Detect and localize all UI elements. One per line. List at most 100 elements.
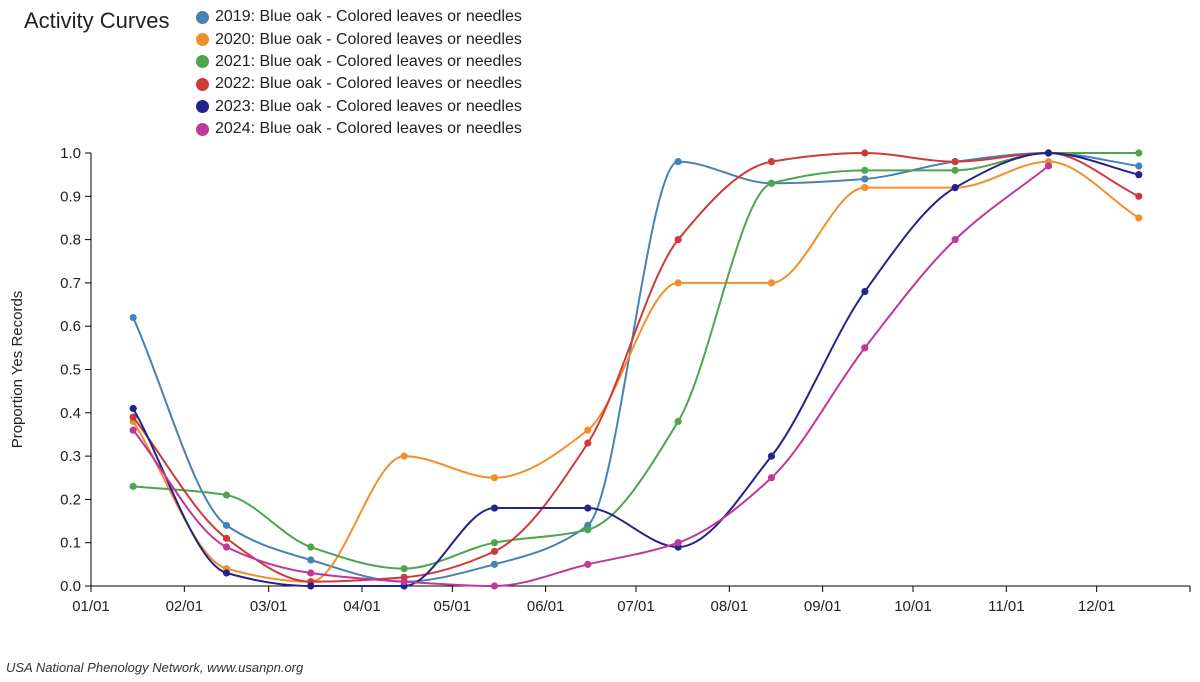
legend-swatch <box>196 10 209 24</box>
x-tick-label: 11/01 <box>988 598 1024 615</box>
series-line <box>132 151 1140 588</box>
y-axis-label: Proportion Yes Records <box>9 291 26 449</box>
x-tick-label: 04/01 <box>343 598 381 615</box>
legend-label: 2024: Blue oak - Colored leaves or needl… <box>215 120 522 138</box>
data-point <box>674 417 682 426</box>
x-tick-label: 06/01 <box>527 598 565 615</box>
data-point <box>951 166 959 174</box>
data-point <box>767 279 776 287</box>
data-point <box>307 569 315 577</box>
y-tick-label: 0.2 <box>60 491 81 508</box>
series-6 <box>129 162 1053 590</box>
series-line <box>133 151 1139 570</box>
x-tick-label: 12/01 <box>1078 598 1116 615</box>
data-point <box>861 287 869 296</box>
data-point <box>584 426 592 434</box>
x-tick-label: 03/01 <box>250 598 288 615</box>
data-point <box>222 491 231 499</box>
legend-item: 2024: Blue oak - Colored leaves or needl… <box>196 118 522 140</box>
data-point <box>584 560 592 568</box>
x-tick-label: 09/01 <box>804 598 842 615</box>
data-point <box>674 158 682 166</box>
data-point <box>674 236 682 244</box>
series-line <box>132 160 1140 583</box>
legend-label: 2022: Blue oak - Colored leaves or needl… <box>215 75 522 93</box>
legend-item: 2020: Blue oak - Colored leaves or needl… <box>196 28 522 50</box>
data-point <box>584 504 592 512</box>
legend-swatch <box>196 100 209 114</box>
data-point <box>490 582 499 590</box>
data-point <box>222 534 231 542</box>
legend-label: 2021: Blue oak - Colored leaves or needl… <box>215 52 522 70</box>
data-point <box>307 582 315 590</box>
data-point <box>490 547 499 555</box>
data-point <box>222 569 231 577</box>
data-point <box>1135 171 1143 179</box>
data-point <box>490 474 499 482</box>
data-point <box>129 313 137 322</box>
y-tick-label: 0.8 <box>60 232 81 249</box>
x-tick-label: 02/01 <box>166 598 204 615</box>
legend-swatch <box>196 77 209 91</box>
data-point <box>222 521 231 529</box>
x-tick-label: 01/01 <box>72 598 110 615</box>
series-line <box>132 165 1050 588</box>
x-tick-label: 08/01 <box>711 598 749 615</box>
data-point <box>1044 149 1053 157</box>
series-1 <box>129 149 1143 586</box>
data-point <box>129 413 137 421</box>
data-point <box>1135 162 1143 170</box>
y-tick-label: 0.4 <box>60 405 81 422</box>
data-point <box>951 236 959 244</box>
data-point <box>861 184 869 192</box>
series-2 <box>129 158 1143 586</box>
series-3 <box>129 149 1143 573</box>
legend-swatch <box>196 122 209 136</box>
x-tick-label: 05/01 <box>434 598 472 615</box>
legend: 2019: Blue oak - Colored leaves or needl… <box>196 6 522 140</box>
data-point <box>767 179 776 187</box>
series-4 <box>129 149 1143 586</box>
data-point <box>861 149 869 157</box>
data-point <box>307 543 315 551</box>
data-point <box>222 543 231 551</box>
data-point <box>490 539 499 547</box>
legend-label: 2023: Blue oak - Colored leaves or needl… <box>215 97 522 115</box>
legend-item: 2023: Blue oak - Colored leaves or needl… <box>196 96 522 118</box>
y-tick-label: 1.0 <box>60 145 81 162</box>
data-point <box>1135 214 1143 222</box>
data-point <box>767 474 776 482</box>
data-point <box>400 565 408 573</box>
y-tick-label: 0.7 <box>60 275 81 292</box>
y-tick-label: 0.6 <box>60 318 81 335</box>
data-point <box>1135 149 1143 157</box>
data-point <box>584 439 592 447</box>
legend-swatch <box>196 55 209 69</box>
data-point <box>490 504 499 512</box>
data-point <box>1135 192 1143 200</box>
y-tick-label: 0.1 <box>60 535 81 552</box>
credit-text: USA National Phenology Network, www.usan… <box>6 660 304 675</box>
data-point <box>129 404 137 413</box>
data-point <box>129 426 137 434</box>
chart-title: Activity Curves <box>24 8 170 33</box>
series-line <box>132 151 1140 583</box>
data-point <box>767 158 776 166</box>
y-tick-label: 0.5 <box>60 362 81 379</box>
data-point <box>490 560 499 568</box>
data-point <box>400 578 408 586</box>
x-tick-label: 07/01 <box>617 598 655 615</box>
legend-label: 2019: Blue oak - Colored leaves or needl… <box>215 8 522 26</box>
series-line <box>132 151 1139 583</box>
y-tick-label: 0.3 <box>60 448 81 465</box>
data-point <box>674 279 682 287</box>
data-point <box>129 482 137 491</box>
legend-item: 2021: Blue oak - Colored leaves or needl… <box>196 51 522 73</box>
series-5 <box>129 149 1143 590</box>
data-point <box>400 452 408 460</box>
data-point <box>951 158 959 166</box>
data-point <box>674 539 682 547</box>
data-point <box>861 175 869 183</box>
